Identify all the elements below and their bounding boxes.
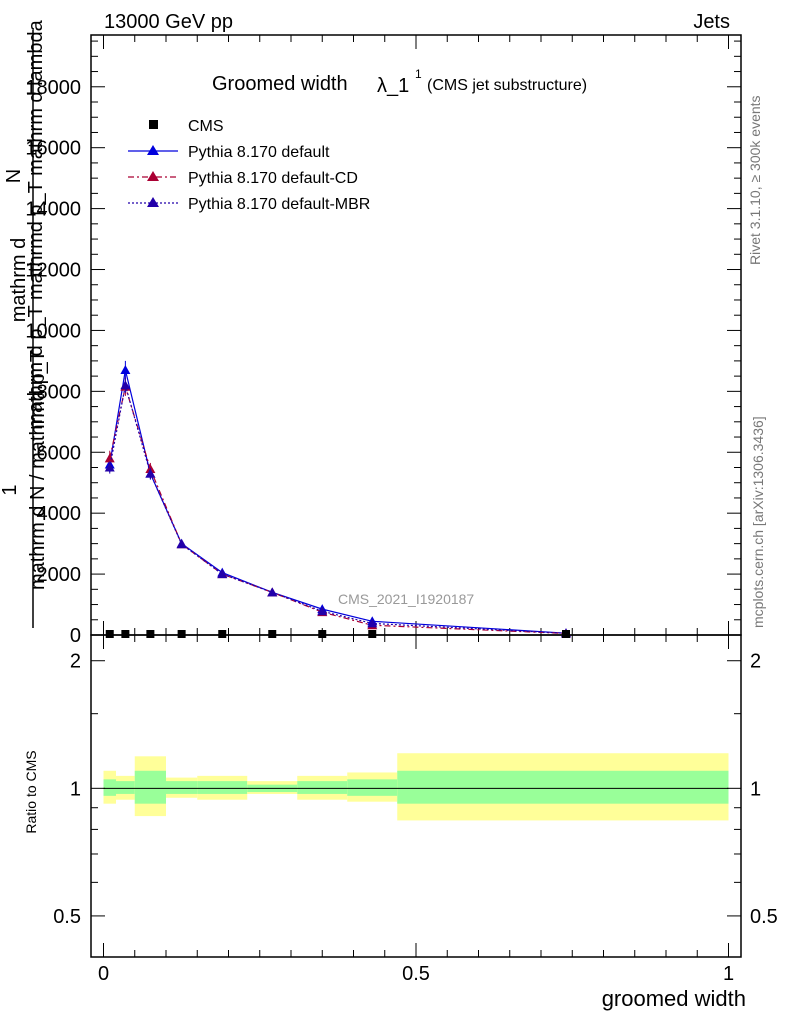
main-panel: 0 2000 4000 6000 8000 10000 12000 14000 16000 180… bbox=[25, 34, 742, 647]
legend-label: Pythia 8.170 default-MBR bbox=[188, 196, 370, 213]
ratio-band-green bbox=[166, 781, 198, 794]
y-tick-label: 18000 bbox=[25, 77, 81, 99]
title-lambda: λ_1 bbox=[377, 75, 409, 97]
data-point-triangle bbox=[176, 539, 187, 549]
title-subtitle: (CMS jet substructure) bbox=[427, 77, 587, 94]
title-main: Groomed width bbox=[212, 73, 348, 95]
data-point-triangle bbox=[120, 380, 131, 390]
main-content bbox=[104, 360, 571, 638]
y-tick-label: 10000 bbox=[25, 320, 81, 342]
ylabel-numerator-n: N bbox=[3, 169, 25, 183]
data-point-triangle bbox=[217, 569, 228, 579]
ratio-panel: 0.5 0.5 1 1 2 2 0 0.5 1 Ratio to CMS groomed wid… bbox=[23, 634, 778, 1011]
ylabel-left: mathrm d N / mathrmd p_T bbox=[27, 350, 49, 590]
legend-label: Pythia 8.170 default-CD bbox=[188, 170, 358, 187]
ratio-y-tick-label: 1 bbox=[70, 778, 81, 800]
legend-label: CMS bbox=[188, 118, 224, 135]
cms-data-point bbox=[146, 630, 155, 638]
cms-data-point bbox=[268, 630, 277, 638]
ratio-y-tick-label: 0.5 bbox=[53, 906, 81, 928]
data-point-triangle bbox=[267, 587, 278, 597]
x-tick-label: 1 bbox=[723, 963, 734, 985]
cms-data-point bbox=[105, 630, 114, 638]
data-point-triangle bbox=[104, 453, 115, 463]
data-point-triangle bbox=[145, 468, 156, 478]
y-tick-label: 0 bbox=[70, 625, 81, 647]
ratio-band-green bbox=[397, 770, 729, 804]
ratio-band-green bbox=[297, 781, 348, 794]
energy-label: 13000 GeV pp bbox=[104, 11, 233, 33]
title-superscript: 1 bbox=[415, 67, 422, 81]
cms-data-point bbox=[562, 630, 570, 638]
ratio-y-tick-label-right: 0.5 bbox=[750, 906, 778, 928]
ratio-band-green bbox=[103, 779, 116, 796]
y-tick-label: 12000 bbox=[25, 260, 81, 282]
ylabel-numerator: mathrm d bbox=[8, 238, 30, 322]
x-axis-label: groomed width bbox=[602, 986, 746, 1011]
ratio-bands bbox=[103, 753, 729, 821]
cms-data-point bbox=[121, 630, 130, 638]
x-tick-label: 0.5 bbox=[402, 963, 430, 985]
ratio-y-tick-label-right: 1 bbox=[750, 778, 761, 800]
ratio-ylabel: Ratio to CMS bbox=[23, 750, 39, 833]
legend-marker bbox=[147, 171, 159, 181]
legend-marker bbox=[147, 197, 159, 207]
ylabel-one: 1 bbox=[0, 484, 21, 495]
ratio-band-green bbox=[197, 781, 248, 794]
mcplots-label: mcplots.cern.ch [arXiv:1306.3436] bbox=[750, 416, 766, 628]
y-tick-label: 2000 bbox=[37, 564, 82, 586]
x-tick-label: 0 bbox=[98, 963, 109, 985]
y-tick-label: 14000 bbox=[25, 199, 81, 221]
rivet-label: Rivet 3.1.10, ≥ 300k events bbox=[747, 95, 763, 265]
cms-data-point bbox=[218, 630, 227, 638]
y-tick-label: 6000 bbox=[37, 442, 82, 464]
ylabel-denominator: mathrm d p_T mathrmd p_T mathrm d lambda bbox=[25, 19, 47, 429]
data-point-triangle bbox=[104, 462, 115, 472]
ratio-band-green bbox=[347, 779, 398, 796]
ratio-y-tick-label-right: 2 bbox=[750, 651, 761, 673]
cms-data-point bbox=[368, 630, 377, 638]
cms-data-point bbox=[177, 630, 186, 638]
chart-title: Groomed width λ_1 1 (CMS jet substructur… bbox=[212, 67, 587, 97]
ratio-band-green bbox=[116, 781, 135, 794]
main-ticks: 0 2000 4000 6000 8000 10000 12000 14000 16000 180… bbox=[25, 35, 741, 647]
y-tick-label: 16000 bbox=[25, 138, 81, 160]
ratio-band-green bbox=[134, 770, 166, 804]
legend-marker bbox=[149, 120, 158, 129]
process-label: Jets bbox=[693, 11, 730, 33]
y-tick-label: 8000 bbox=[37, 381, 82, 403]
y-axis-label: mathrm d N mathrm d p_T mathrmd p_T math… bbox=[0, 19, 49, 628]
cms-data-point bbox=[318, 630, 327, 638]
data-point-triangle bbox=[317, 606, 328, 616]
legend-marker bbox=[147, 145, 159, 155]
series-line-3 bbox=[109, 385, 567, 634]
ratio-ticks: 0.5 0.5 1 1 2 2 0 0.5 1 bbox=[53, 635, 778, 985]
watermark: CMS_2021_I1920187 bbox=[338, 591, 474, 607]
data-point-triangle bbox=[367, 618, 378, 628]
legend: CMS Pythia 8.170 default Pythia 8.170 defa… bbox=[128, 118, 370, 213]
legend-label: Pythia 8.170 default bbox=[188, 144, 330, 161]
y-tick-label: 4000 bbox=[37, 503, 82, 525]
ratio-y-tick-label: 2 bbox=[70, 651, 81, 673]
data-point-triangle bbox=[120, 365, 131, 375]
